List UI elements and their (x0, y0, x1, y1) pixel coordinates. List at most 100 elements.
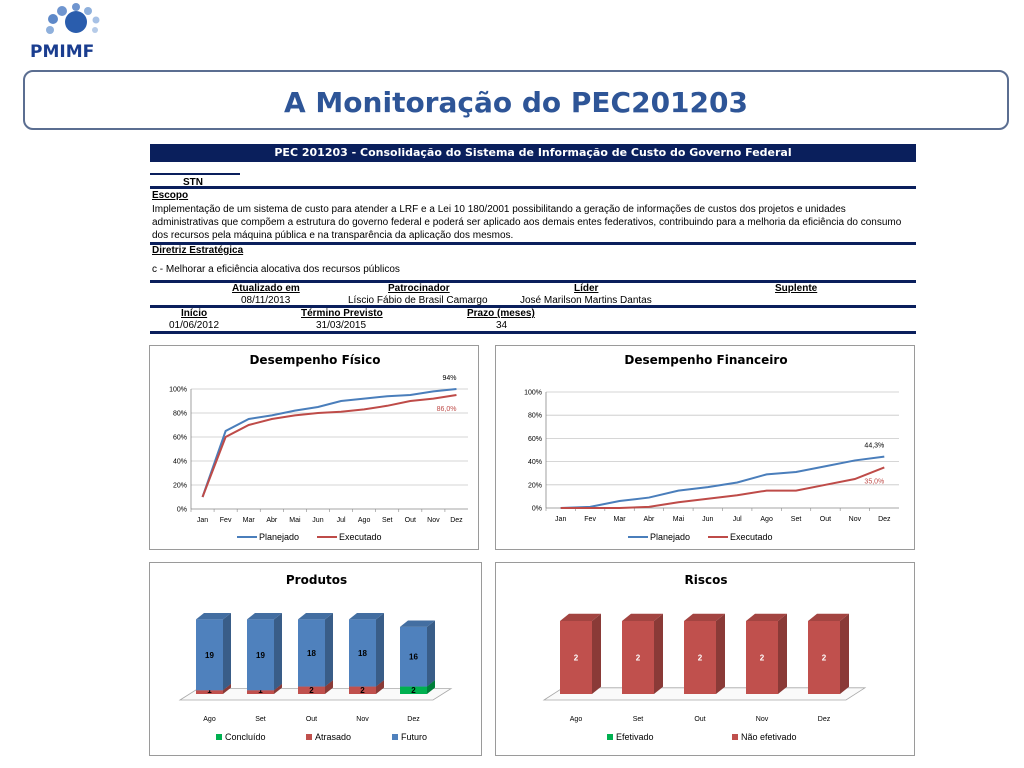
x-tick-label: Mar (243, 517, 256, 524)
bar-data-label: 1 (207, 686, 212, 695)
y-tick-label: 20% (528, 482, 542, 489)
end-label: Término Previsto (301, 308, 383, 319)
bar-segment-front (196, 690, 223, 694)
bar-segment (400, 620, 435, 687)
bar-segment-front (349, 619, 376, 687)
x-tick-label: Jan (555, 516, 566, 523)
term-value: 34 (496, 320, 508, 331)
x-tick-label: Mar (614, 516, 627, 523)
pmimf-logo: PMIMF (28, 2, 118, 62)
legend-label: Futuro (401, 732, 427, 742)
bar-segment-front (400, 626, 427, 687)
bar-data-label: 2 (760, 654, 765, 663)
end-value: 31/03/2015 (316, 320, 367, 331)
legend-label: Executado (339, 532, 382, 542)
x-tick-label: Nov (756, 716, 769, 723)
bar-segment-front (196, 619, 223, 691)
bar-segment-side (376, 613, 384, 687)
bar-data-label: 2 (309, 686, 314, 695)
x-tick-label: Fev (220, 517, 232, 524)
y-tick-label: 60% (528, 436, 542, 443)
bar-segment-side (274, 613, 282, 691)
bar-segment (247, 613, 282, 691)
x-tick-label: Nov (356, 716, 369, 723)
chart-title: Produtos (286, 573, 347, 587)
updated-value: 08/11/2013 (241, 295, 291, 306)
scope-label: Escopo (152, 190, 189, 201)
chart-title: Riscos (685, 573, 728, 587)
bar-data-label: 2 (822, 654, 827, 663)
bar-segment-side (654, 613, 663, 694)
x-tick-label: Set (255, 716, 266, 723)
x-tick-label: Out (306, 716, 317, 723)
bar-segment-front (400, 686, 427, 694)
bar-segment-top (400, 620, 435, 627)
bar-segment-side (223, 613, 231, 691)
legend-label: Efetivado (616, 732, 654, 742)
x-tick-label: Fev (584, 516, 596, 523)
legend-label: Não efetivado (741, 732, 797, 742)
bar-segment (746, 613, 787, 694)
title-box: A Monitoração do PEC201203 (23, 70, 1009, 130)
y-tick-label: 100% (524, 390, 542, 397)
bar-data-label: 2 (574, 654, 579, 663)
bar-segment (622, 613, 663, 694)
bar-data-label: 18 (358, 649, 367, 658)
x-tick-label: Mai (289, 517, 301, 524)
leader-label: Líder (574, 283, 599, 294)
sponsor-value: Líscio Fábio de Brasil Camargo (348, 295, 488, 306)
bar-segment-front (684, 621, 716, 694)
sponsor-label: Patrocinador (388, 283, 450, 294)
chart-title: Desempenho Físico (249, 353, 380, 367)
project-org: STN (183, 177, 203, 188)
bar-segment (684, 613, 725, 694)
x-tick-label: Ago (358, 517, 371, 524)
bar-segment-side (716, 613, 725, 694)
legend-label: Planejado (650, 532, 690, 542)
legend-label: Planejado (259, 532, 299, 542)
x-tick-label: Set (382, 517, 393, 524)
bar-segment-top (684, 613, 725, 621)
scope-text: Implementação de um sistema de custo par… (152, 204, 902, 241)
term-label: Prazo (meses) (467, 308, 535, 319)
end-data-label: 86,0% (437, 406, 457, 413)
bar-segment (298, 613, 333, 687)
bar-segment-front (622, 621, 654, 694)
bar-segment-top (349, 613, 384, 620)
legend-swatch (607, 734, 613, 740)
x-tick-label: Dez (407, 716, 420, 723)
x-tick-label: Dez (878, 516, 891, 523)
bar-segment-top (622, 613, 663, 621)
bar-segment (560, 613, 601, 694)
bar-segment-side (427, 680, 435, 694)
x-tick-label: Ago (760, 516, 773, 523)
y-tick-label: 80% (173, 411, 187, 418)
x-tick-label: Abr (644, 516, 656, 523)
chart-svg: Produtos 1 19 Ago 1 19 Set 2 18 Out 2 18 Nov 2 16 Dez Co… (178, 573, 453, 742)
bar-segment-side (592, 613, 601, 694)
leader-value: José Marilson Martins Dantas (520, 295, 652, 306)
series-line-planejado (560, 455, 885, 509)
x-tick-label: Dez (818, 716, 831, 723)
series-line-executado (201, 394, 457, 498)
bar-segment-top (808, 613, 849, 621)
project-header: PEC 201203 - Consolidação do Sistema de … (150, 144, 916, 162)
y-tick-label: 60% (173, 435, 187, 442)
bar-segment-front (298, 619, 325, 687)
x-tick-label: Nov (849, 516, 862, 523)
divider (150, 331, 916, 334)
y-tick-label: 0% (532, 506, 542, 513)
x-tick-label: Ago (570, 716, 583, 723)
divider (150, 186, 916, 189)
x-tick-label: Out (405, 517, 416, 524)
bar-segment-top (247, 613, 282, 620)
slide-title: A Monitoração do PEC201203 (284, 86, 748, 119)
bar-segment-front (808, 621, 840, 694)
y-tick-label: 40% (528, 459, 542, 466)
chart-title: Desempenho Financeiro (624, 353, 787, 367)
x-tick-label: Jul (337, 517, 346, 524)
bar-segment-front (247, 619, 274, 691)
bar-segment-front (560, 621, 592, 694)
divider (150, 305, 916, 308)
bar-segment-top (560, 613, 601, 621)
